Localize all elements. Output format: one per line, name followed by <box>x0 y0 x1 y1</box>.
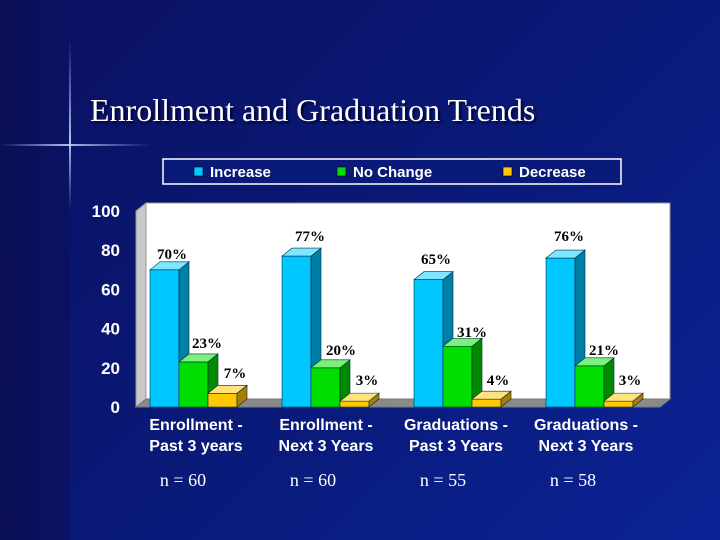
bar-front <box>545 257 576 408</box>
bar-front <box>413 279 444 408</box>
x-axis-categories: Enrollment - Past 3 years Enrollment - Next… <box>149 417 638 455</box>
data-label: 4% <box>487 373 510 389</box>
left-decor-band <box>0 0 70 540</box>
category-label: Past 3 years <box>149 438 243 455</box>
data-label: 23% <box>192 336 222 352</box>
bar-front <box>471 398 502 408</box>
data-label: 7% <box>224 366 247 382</box>
legend-label: No Change <box>353 164 432 181</box>
bar-front <box>339 400 370 408</box>
data-label: 3% <box>356 373 379 389</box>
y-tick-label: 60 <box>101 280 120 299</box>
bars <box>149 247 644 408</box>
bar-top <box>149 261 190 271</box>
slide-title: Enrollment and Graduation Trends <box>90 92 536 128</box>
y-tick-label: 40 <box>101 320 120 339</box>
bar-decrease <box>207 384 248 408</box>
bar-top <box>545 249 586 259</box>
data-label: 76% <box>554 229 584 245</box>
bar-top <box>339 392 380 402</box>
bar-front <box>574 365 605 408</box>
bar-front <box>207 392 238 408</box>
data-label: 65% <box>421 252 451 268</box>
bar-top <box>603 392 644 402</box>
data-label: 20% <box>326 343 356 359</box>
category-label: Graduations - <box>404 417 508 434</box>
data-label: 21% <box>589 343 619 359</box>
sample-sizes: n = 60 n = 60 n = 55 n = 58 <box>160 470 596 490</box>
data-label: 31% <box>457 325 487 341</box>
category-label: Enrollment - <box>279 417 372 434</box>
sample-size-label: n = 60 <box>290 470 336 490</box>
bar-front <box>310 367 341 408</box>
bar-top <box>413 271 454 280</box>
bar-top <box>442 337 483 347</box>
bar-top <box>207 384 248 394</box>
bar-decrease <box>603 392 644 408</box>
category-label: Enrollment - <box>149 417 242 434</box>
legend-label: Decrease <box>519 164 586 181</box>
sparkle-vertical <box>69 40 71 210</box>
legend: Increase No Change Decrease <box>162 158 622 185</box>
bar-increase <box>545 249 586 408</box>
y-tick-label: 100 <box>92 202 120 221</box>
bar-top <box>178 353 219 363</box>
data-label: 70% <box>157 247 187 263</box>
bar-top <box>281 247 322 257</box>
y-tick-label: 0 <box>111 398 120 417</box>
category-label: Next 3 Years <box>279 438 374 455</box>
bar-decrease <box>339 392 380 408</box>
plot-area <box>134 201 672 409</box>
category-label: Graduations - <box>534 417 638 434</box>
bar-no-change <box>574 357 615 408</box>
sample-size-label: n = 58 <box>550 470 596 490</box>
legend-swatch <box>336 166 347 177</box>
bar-top <box>310 359 351 369</box>
plot-side-wall <box>135 201 147 409</box>
category-label: Past 3 Years <box>409 438 503 455</box>
bar-top <box>574 357 615 367</box>
legend-label: Increase <box>210 164 271 181</box>
sparkle-horizontal <box>0 144 150 146</box>
bar-no-change <box>310 359 351 408</box>
legend-box <box>162 158 622 185</box>
y-tick-label: 80 <box>101 241 120 260</box>
legend-swatch <box>193 166 204 177</box>
y-axis: 0 20 40 60 80 100 <box>92 202 120 417</box>
bar-top <box>471 390 512 400</box>
bar-decrease <box>471 390 512 408</box>
y-tick-label: 20 <box>101 359 120 378</box>
bar-front <box>603 400 634 408</box>
sample-size-label: n = 55 <box>420 470 466 490</box>
bar-front <box>178 361 209 408</box>
category-label: Next 3 Years <box>539 438 634 455</box>
sample-size-label: n = 60 <box>160 470 206 490</box>
bar-front <box>281 255 312 408</box>
bar-front <box>442 345 473 408</box>
legend-swatch <box>502 166 513 177</box>
data-label: 77% <box>295 229 325 245</box>
data-label: 3% <box>619 373 642 389</box>
bar-front <box>149 269 180 408</box>
data-labels: 70% 77% 65% 76% 23% 20% 31% 21% 7% 3% 4% 3% <box>157 229 641 389</box>
